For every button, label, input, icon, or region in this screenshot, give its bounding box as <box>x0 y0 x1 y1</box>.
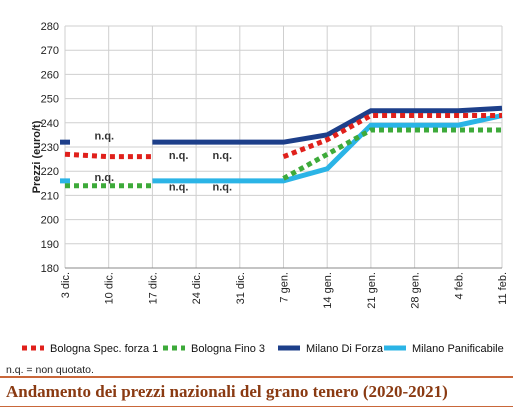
x-tick-label: 31 dic. <box>235 272 247 304</box>
series-line <box>152 113 503 184</box>
annotations: n.q. n.q. n.q. n.q. n.q. n.q. <box>95 131 233 194</box>
legend-label: Bologna Fino 3 <box>191 343 265 355</box>
series-line <box>152 105 503 145</box>
legend-label: Bologna Spec. forza 1 <box>50 343 158 355</box>
x-tick-label: 7 gen. <box>279 272 291 303</box>
grid-lines <box>64 25 503 269</box>
x-tick-label: 10 dic. <box>104 272 116 304</box>
y-tick-label: 200 <box>41 215 59 227</box>
caption-underline <box>0 406 513 407</box>
series-line <box>282 127 502 181</box>
x-tick-label: 11 feb. <box>497 272 509 305</box>
y-tick-label: 240 <box>41 118 59 130</box>
y-tick-label: 230 <box>41 142 59 154</box>
series-line <box>64 151 153 160</box>
footnote: n.q. = non quotato. <box>6 364 94 376</box>
y-tick-label: 280 <box>41 21 59 33</box>
y-tick-label: 210 <box>41 190 59 202</box>
y-tick-label: 190 <box>41 239 59 251</box>
y-tick-label: 270 <box>41 45 59 57</box>
legend-label: Milano Di Forza <box>306 343 384 355</box>
price-line-chart: 180 190 200 210 220 230 240 250 260 270 280 3 dic.… <box>22 21 509 355</box>
y-axis-label: Prezzi (euro/t) <box>31 120 43 193</box>
nq-annotation: n.q. <box>95 131 115 143</box>
x-tick-label: 24 dic. <box>191 272 203 304</box>
y-tick-label: 260 <box>41 69 59 81</box>
legend-label: Milano Panificabile <box>412 343 504 355</box>
caption-bar: Andamento dei prezzi nazionali del grano… <box>0 376 513 409</box>
nq-annotation: n.q. <box>213 182 233 194</box>
chart-title: Andamento dei prezzi nazionali del grano… <box>6 382 448 401</box>
nq-annotation: n.q. <box>95 172 115 184</box>
legend: Bologna Spec. forza 1 Bologna Fino 3 Milan… <box>22 343 504 355</box>
nq-annotation: n.q. <box>169 150 189 162</box>
x-tick-label: 14 gen. <box>322 272 334 309</box>
nq-annotation: n.q. <box>169 182 189 194</box>
x-tick-label: 28 gen. <box>410 272 422 309</box>
series-line <box>282 113 502 160</box>
y-tick-label: 220 <box>41 166 59 178</box>
y-tick-label: 250 <box>41 94 59 106</box>
y-axis-ticks: 180 190 200 210 220 230 240 250 260 270 280 <box>41 21 59 275</box>
y-tick-label: 180 <box>41 263 59 275</box>
x-tick-label: 21 gen. <box>366 272 378 309</box>
nq-annotation: n.q. <box>213 150 233 162</box>
series-lines <box>60 105 503 189</box>
x-axis-ticks: 3 dic. 10 dic. 17 dic. 24 dic. 31 dic. 7 gen.… <box>60 272 509 309</box>
x-tick-label: 17 dic. <box>147 272 159 304</box>
x-tick-label: 3 dic. <box>60 272 72 298</box>
x-tick-label: 4 feb. <box>453 272 465 300</box>
